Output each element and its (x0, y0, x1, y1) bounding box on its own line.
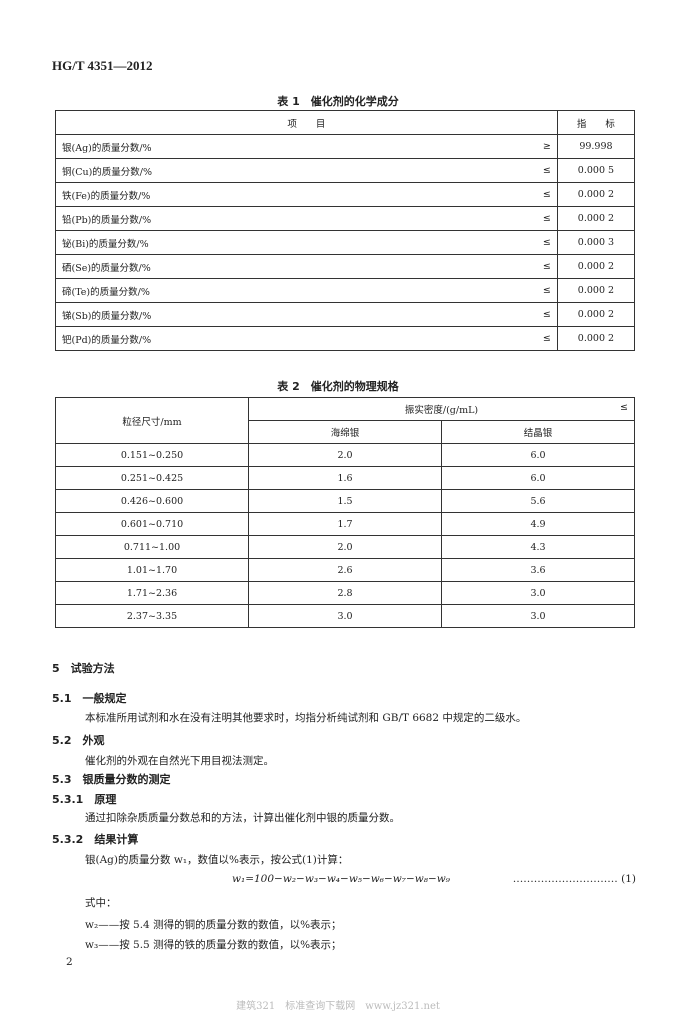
spec-value: 0.000 2 (556, 278, 636, 303)
table-chemical-composition: 项 目指 标 银(Ag)的质量分数/% ≥99.998 铜(Cu)的质量分数/% ≤0… (54, 110, 636, 351)
table-row: 2.37~3.35 3.0 3.0 (55, 604, 635, 628)
table-row: 铁(Fe)的质量分数/% ≤0.000 2 (54, 182, 636, 207)
crystal-silver-density: 3.6 (441, 558, 635, 582)
table-row: 0.426~0.600 1.5 5.6 (55, 489, 635, 513)
comparison-operator: ≤ (524, 230, 558, 255)
comparison-operator: ≤ (524, 278, 558, 303)
table-row: 1.71~2.36 2.8 3.0 (55, 581, 635, 605)
table2-caption: 表 2 催化剂的物理规格 (277, 380, 399, 393)
size-range: 0.711~1.00 (55, 535, 249, 559)
item-name: 锑(Sb)的质量分数/% (54, 302, 525, 327)
table-row: 银(Ag)的质量分数/% ≥99.998 (54, 134, 636, 159)
formula-number: ………………………… (1) (512, 873, 636, 885)
crystal-silver-density: 3.0 (441, 604, 635, 628)
para-5-3-1: 通过扣除杂质质量分数总和的方法，计算出催化剂中银的质量分数。 (85, 812, 400, 824)
comparison-operator: ≤ (524, 254, 558, 279)
table-row: 碲(Te)的质量分数/% ≤0.000 2 (54, 278, 636, 303)
size-range: 2.37~3.35 (55, 604, 249, 628)
comparison-operator: ≤ (524, 302, 558, 327)
spec-value: 0.000 5 (556, 158, 636, 183)
watermark: 建筑321 标准查询下载网 www.jz321.net (236, 1001, 440, 1012)
table-row: 铅(Pb)的质量分数/% ≤0.000 2 (54, 206, 636, 231)
item-name: 银(Ag)的质量分数/% (54, 134, 525, 159)
sponge-silver-density: 2.6 (248, 558, 442, 582)
spec-value: 0.000 2 (556, 302, 636, 327)
size-range: 0.251~0.425 (55, 466, 249, 490)
section-5-2: 5.2 外观 (52, 734, 105, 747)
spec-value: 0.000 2 (556, 182, 636, 207)
sponge-silver-density: 2.0 (248, 443, 442, 467)
crystal-silver-density: 4.3 (441, 535, 635, 559)
spec-value: 0.000 2 (556, 326, 636, 351)
table2-header-size: 粒径尺寸/mm (55, 397, 249, 444)
item-name: 铁(Fe)的质量分数/% (54, 182, 525, 207)
spec-value: 99.998 (556, 134, 636, 159)
item-name: 铋(Bi)的质量分数/% (54, 230, 525, 255)
table-row: 铋(Bi)的质量分数/% ≤0.000 3 (54, 230, 636, 255)
page-number: 2 (66, 956, 73, 968)
item-name: 铅(Pb)的质量分数/% (54, 206, 525, 231)
para-5-1: 本标准所用试剂和水在没有注明其他要求时，均指分析纯试剂和 GB/T 6682 中… (85, 712, 527, 724)
standard-number: HG/T 4351—2012 (52, 58, 153, 73)
table-row: 0.251~0.425 1.6 6.0 (55, 466, 635, 490)
para-5-2: 催化剂的外观在自然光下用目视法测定。 (85, 755, 274, 767)
comparison-operator: ≤ (524, 326, 558, 351)
section-5-1: 5.1 一般规定 (52, 692, 127, 705)
sponge-silver-density: 2.8 (248, 581, 442, 605)
comparison-operator: ≥ (524, 134, 558, 159)
item-name: 钯(Pd)的质量分数/% (54, 326, 525, 351)
formula-1: w₁=100−w₂−w₃−w₄−w₅−w₆−w₇−w₈−w₉ (232, 873, 450, 885)
sponge-silver-density: 1.5 (248, 489, 442, 513)
table2-header-density: 振实密度/(g/mL) (404, 405, 479, 416)
table-row: 0.151~0.250 2.0 6.0 (55, 443, 635, 467)
section-5: 5 试验方法 (52, 662, 115, 675)
table-row: 硒(Se)的质量分数/% ≤0.000 2 (54, 254, 636, 279)
table1-header-spec: 指 标 (556, 110, 636, 135)
section-5-3-2: 5.3.2 结果计算 (52, 833, 139, 846)
def-w2: w₂——按 5.4 测得的铜的质量分数的数值，以%表示； (85, 919, 342, 931)
sponge-silver-density: 1.7 (248, 512, 442, 536)
table1-caption: 表 1 催化剂的化学成分 (277, 95, 399, 108)
sponge-silver-density: 1.6 (248, 466, 442, 490)
size-range: 1.71~2.36 (55, 581, 249, 605)
spec-value: 0.000 3 (556, 230, 636, 255)
crystal-silver-density: 6.0 (441, 466, 635, 490)
table-row: 锑(Sb)的质量分数/% ≤0.000 2 (54, 302, 636, 327)
comparison-operator: ≤ (524, 158, 558, 183)
size-range: 0.601~0.710 (55, 512, 249, 536)
item-name: 碲(Te)的质量分数/% (54, 278, 525, 303)
crystal-silver-density: 6.0 (441, 443, 635, 467)
comparison-operator: ≤ (524, 206, 558, 231)
table-row: 铜(Cu)的质量分数/% ≤0.000 5 (54, 158, 636, 183)
size-range: 0.426~0.600 (55, 489, 249, 513)
crystal-silver-density: 4.9 (441, 512, 635, 536)
table-row: 钯(Pd)的质量分数/% ≤0.000 2 (54, 326, 636, 351)
spec-value: 0.000 2 (556, 254, 636, 279)
spec-value: 0.000 2 (556, 206, 636, 231)
table-row: 0.711~1.00 2.0 4.3 (55, 535, 635, 559)
table-physical-spec: 粒径尺寸/mm 振实密度/(g/mL) ≤ 海绵银 结晶银 0.151~0.250 2… (55, 397, 635, 628)
table1-header-item: 项 目 (55, 110, 558, 135)
size-range: 0.151~0.250 (55, 443, 249, 467)
item-name: 硒(Se)的质量分数/% (54, 254, 525, 279)
para-5-3-2: 银(Ag)的质量分数 w₁，数值以%表示，按公式(1)计算： (85, 854, 349, 866)
section-5-3: 5.3 银质量分数的测定 (52, 773, 171, 786)
table2-header-sponge: 海绵银 (248, 420, 442, 444)
sponge-silver-density: 3.0 (248, 604, 442, 628)
table-row: 1.01~1.70 2.6 3.6 (55, 558, 635, 582)
comparison-operator: ≤ (524, 182, 558, 207)
crystal-silver-density: 5.6 (441, 489, 635, 513)
crystal-silver-density: 3.0 (441, 581, 635, 605)
table2-header-op: ≤ (620, 402, 628, 413)
where-label: 式中： (85, 897, 117, 909)
item-name: 铜(Cu)的质量分数/% (54, 158, 525, 183)
table-row: 0.601~0.710 1.7 4.9 (55, 512, 635, 536)
section-5-3-1: 5.3.1 原理 (52, 793, 117, 806)
def-w3: w₃——按 5.5 测得的铁的质量分数的数值，以%表示； (85, 939, 342, 951)
table2-header-crystal: 结晶银 (441, 420, 635, 444)
sponge-silver-density: 2.0 (248, 535, 442, 559)
size-range: 1.01~1.70 (55, 558, 249, 582)
